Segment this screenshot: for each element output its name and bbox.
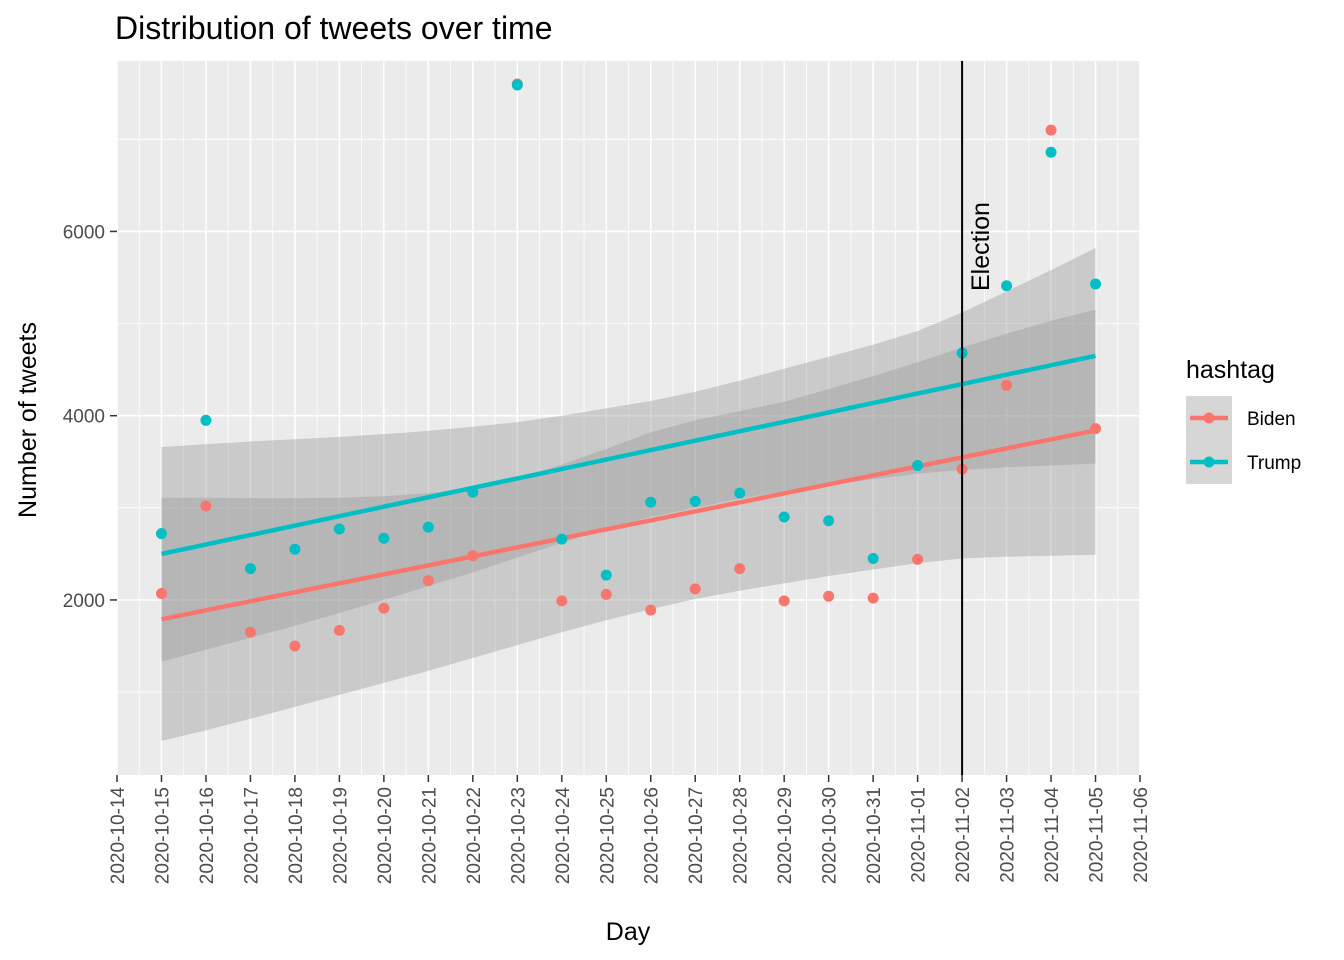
trend-line-biden	[161, 428, 1096, 622]
x-tick-label: 2020-10-16	[197, 787, 218, 884]
data-point-biden	[823, 590, 835, 602]
data-point-biden	[645, 604, 657, 616]
data-point-trump	[1001, 280, 1013, 292]
data-point-biden	[734, 563, 746, 575]
chart-title: Distribution of tweets over time	[115, 10, 553, 46]
x-tick-label: 2020-10-25	[597, 787, 618, 884]
data-point-trump	[333, 523, 345, 535]
data-point-biden	[1090, 423, 1102, 435]
x-tick-label: 2020-10-19	[330, 787, 351, 884]
data-point-trump	[867, 552, 879, 564]
data-point-trump	[289, 543, 301, 555]
y-tick-label: 6000	[63, 222, 105, 243]
y-tick-label: 4000	[63, 407, 105, 428]
data-point-trump	[422, 521, 434, 533]
trend-lines	[161, 353, 1096, 622]
y-tick-label: 2000	[63, 591, 105, 612]
data-point-trump	[734, 487, 746, 499]
x-tick-label: 2020-11-06	[1131, 787, 1152, 883]
data-point-trump	[912, 459, 924, 471]
x-tick-label: 2020-10-29	[775, 787, 796, 884]
x-tick-label: 2020-10-18	[286, 787, 307, 884]
data-point-biden	[1001, 379, 1013, 391]
x-tick-label: 2020-11-04	[1042, 787, 1063, 883]
data-point-trump	[200, 414, 212, 426]
x-tick-label: 2020-10-23	[508, 787, 529, 884]
data-point-biden	[778, 595, 790, 607]
data-point-trump	[1045, 146, 1057, 158]
data-point-trump	[645, 496, 657, 508]
data-point-trump	[1090, 278, 1102, 290]
major-gridlines	[116, 61, 1141, 775]
x-tick-label: 2020-10-31	[864, 787, 885, 884]
data-point-biden	[333, 624, 345, 636]
data-point-biden	[867, 592, 879, 604]
x-tick-label: 2020-11-01	[909, 787, 930, 883]
data-point-trump	[511, 79, 523, 91]
x-tick-label: 2020-10-15	[152, 787, 173, 884]
data-point-biden	[467, 550, 479, 562]
data-point-trump	[778, 511, 790, 523]
annotations: Election	[961, 61, 995, 775]
legend-label-trump: Trump	[1247, 453, 1301, 474]
x-tick-label: 2020-10-20	[375, 787, 396, 884]
data-point-trump	[823, 515, 835, 527]
data-point-trump	[556, 533, 568, 545]
x-tick-label: 2020-10-21	[419, 787, 440, 884]
x-tick-label: 2020-10-14	[108, 787, 129, 885]
y-axis: 2000 4000 6000	[63, 222, 117, 612]
data-point-biden	[600, 588, 612, 600]
x-tick-label: 2020-11-02	[953, 787, 974, 883]
x-axis-title: Day	[606, 918, 651, 946]
data-point-trump	[155, 528, 167, 540]
x-tick-label: 2020-10-28	[731, 787, 752, 884]
data-point-trump	[600, 569, 612, 581]
x-tick-label: 2020-10-26	[642, 787, 663, 884]
data-point-biden	[244, 626, 256, 638]
x-tick-label: 2020-11-03	[998, 787, 1019, 883]
x-tick-label: 2020-10-30	[820, 787, 841, 884]
legend: hashtag Biden Trump	[1186, 356, 1301, 484]
minor-gridlines	[117, 61, 1140, 775]
y-axis-title: Number of tweets	[14, 322, 42, 518]
data-point-trump	[689, 495, 701, 507]
x-tick-label: 2020-11-05	[1087, 787, 1108, 883]
x-tick-label: 2020-10-24	[553, 787, 574, 885]
x-tick-label: 2020-10-17	[241, 787, 262, 884]
election-label: Election	[967, 202, 995, 291]
legend-point-trump	[1203, 456, 1215, 468]
data-point-biden	[1045, 124, 1057, 136]
data-points	[155, 78, 1102, 652]
data-point-biden	[422, 575, 434, 587]
data-point-biden	[689, 583, 701, 595]
data-point-biden	[912, 553, 924, 565]
data-point-trump	[244, 563, 256, 575]
data-point-trump	[378, 532, 390, 544]
data-point-biden	[200, 500, 212, 512]
legend-title: hashtag	[1186, 356, 1275, 384]
trend-line-trump	[161, 353, 1096, 557]
x-axis: 2020-10-14 2020-10-15 2020-10-16 2020-10-17…	[108, 775, 1152, 884]
legend-label-biden: Biden	[1247, 409, 1296, 430]
x-tick-label: 2020-10-22	[464, 787, 485, 884]
data-point-biden	[556, 595, 568, 607]
data-point-biden	[289, 640, 301, 652]
legend-point-biden	[1203, 412, 1215, 424]
x-tick-label: 2020-10-27	[686, 787, 707, 884]
data-point-biden	[155, 588, 167, 600]
data-point-trump	[467, 486, 479, 498]
data-point-biden	[378, 602, 390, 614]
